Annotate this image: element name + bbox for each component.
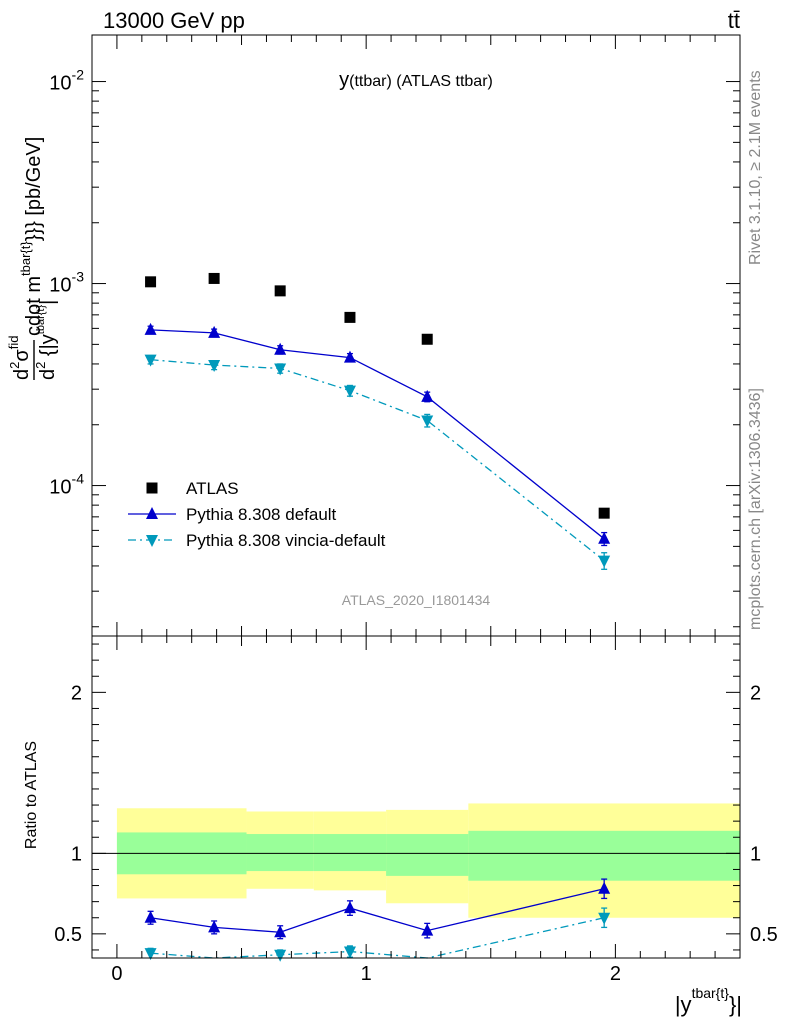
top-atlas-point: [344, 311, 356, 323]
bottom-pythia-8-308-default-point: [208, 920, 221, 933]
analysis-watermark: ATLAS_2020_I1801434: [342, 592, 491, 608]
bottom-pythia-8-308-vincia-default-line: [150, 917, 605, 959]
bottom-y-tick-label: 1: [71, 843, 82, 865]
bottom-axis-ticks: 0.5 0.5 1 1 2 2 0 1 2: [54, 636, 778, 985]
bottom-pythia-8-308-default-point: [421, 923, 434, 936]
ratio-uncertainty-bands: [92, 803, 740, 918]
bottom-pythia-8-308-vincia-default-point: [274, 949, 287, 962]
bottom-pythia-8-308-default-point: [598, 881, 611, 894]
x-tick-label: 1: [361, 963, 372, 985]
top-atlas-point: [208, 272, 220, 284]
plot-title-rest: (ATLAS ttbar): [392, 73, 493, 90]
legend-label: Pythia 8.308 default: [186, 505, 337, 524]
bottom-y-tick-label: 0.5: [54, 924, 82, 946]
top-pythia-8-308-default-point: [421, 389, 434, 402]
top-atlas-point: [274, 285, 286, 297]
top-y-tick-label: 10-2: [49, 67, 84, 95]
plot-title-main: y: [339, 69, 349, 91]
ratio-band-inner: [246, 834, 314, 872]
bottom-pythia-8-308-vincia-default-point: [598, 912, 611, 925]
x-axis-label: |ytbar{t}}|: [675, 985, 742, 1017]
top-y-tick-label: 10-3: [49, 269, 84, 297]
bottom-pythia-8-308-vincia-default-point: [343, 946, 356, 959]
rivet-version-label: Rivet 3.1.10, ≥ 2.1M events: [747, 70, 764, 265]
top-pythia-8-308-default-point: [598, 531, 611, 544]
top-y-axis-label-tail: cdot mtbar{t}}}} [pb/GeV]: [18, 137, 45, 336]
top-pythia-8-308-default-point: [274, 342, 287, 355]
top-series-layer: [144, 272, 611, 570]
bottom-y-tick-label-right: 0.5: [750, 924, 778, 946]
ratio-band-inner: [468, 830, 740, 881]
header-right-label: tt̄: [728, 8, 740, 33]
x-tick-label: 0: [111, 963, 122, 985]
top-pythia-8-308-vincia-default-point: [274, 363, 287, 376]
top-atlas-point: [421, 333, 433, 345]
legend-marker: [146, 482, 158, 494]
top-pythia-8-308-default-point: [343, 350, 356, 363]
bottom-y-tick-label: 2: [71, 682, 82, 704]
x-tick-label: 2: [610, 963, 621, 985]
top-pythia-8-308-default-point: [208, 325, 221, 338]
bottom-series-layer: [144, 878, 611, 962]
top-y-axis-label-numerator: d2σfid: [6, 336, 33, 380]
bottom-pythia-8-308-default-line: [150, 888, 605, 933]
bottom-pythia-8-308-default-point: [343, 901, 356, 914]
top-pythia-8-308-vincia-default-line: [150, 359, 605, 562]
bottom-y-tick-label-right: 2: [750, 682, 761, 704]
ratio-band-inner: [313, 834, 387, 872]
top-pythia-8-308-vincia-default-point: [144, 354, 157, 367]
top-y-tick-label: 10-4: [49, 471, 84, 499]
top-atlas-point: [145, 276, 157, 288]
top-pythia-8-308-vincia-default-point: [421, 415, 434, 428]
ratio-band-inner: [386, 834, 469, 876]
top-y-axis-label: cdot mtbar{t}}}} [pb/GeV] d2σfid d2 {|yt…: [6, 137, 59, 380]
top-pythia-8-308-vincia-default-point: [598, 555, 611, 568]
top-y-axis-label-denominator: d2 {|ytbar{t}|: [33, 300, 59, 380]
top-pythia-8-308-default-line: [150, 329, 605, 540]
top-pythia-8-308-vincia-default-point: [343, 385, 356, 398]
bottom-y-axis-label: Ratio to ATLAS: [23, 741, 40, 849]
plot-title-paren: (ttbar): [349, 73, 392, 90]
top-axis-ticks: 10-2 10-3 10-4: [49, 35, 741, 636]
top-pythia-8-308-default-point: [144, 322, 157, 335]
bottom-y-tick-label-right: 1: [750, 843, 761, 865]
legend-label: Pythia 8.308 vincia-default: [186, 531, 386, 550]
legend: ATLAS Pythia 8.308 default Pythia 8.308 vi…: [128, 479, 386, 550]
bottom-pythia-8-308-default-point: [274, 925, 287, 938]
bottom-pythia-8-308-vincia-default-point: [144, 948, 157, 961]
bottom-pythia-8-308-default-point: [144, 910, 157, 923]
mcplots-label: mcplots.cern.ch [arXiv:1306.3436]: [747, 388, 764, 630]
top-pythia-8-308-vincia-default-point: [208, 360, 221, 373]
top-atlas-point: [598, 507, 610, 519]
header-left-label: 13000 GeV pp: [103, 8, 245, 33]
plot-title: y(ttbar) (ATLAS ttbar): [339, 69, 493, 91]
legend-marker: [146, 507, 158, 519]
legend-marker: [146, 535, 158, 547]
legend-label: ATLAS: [186, 479, 239, 498]
